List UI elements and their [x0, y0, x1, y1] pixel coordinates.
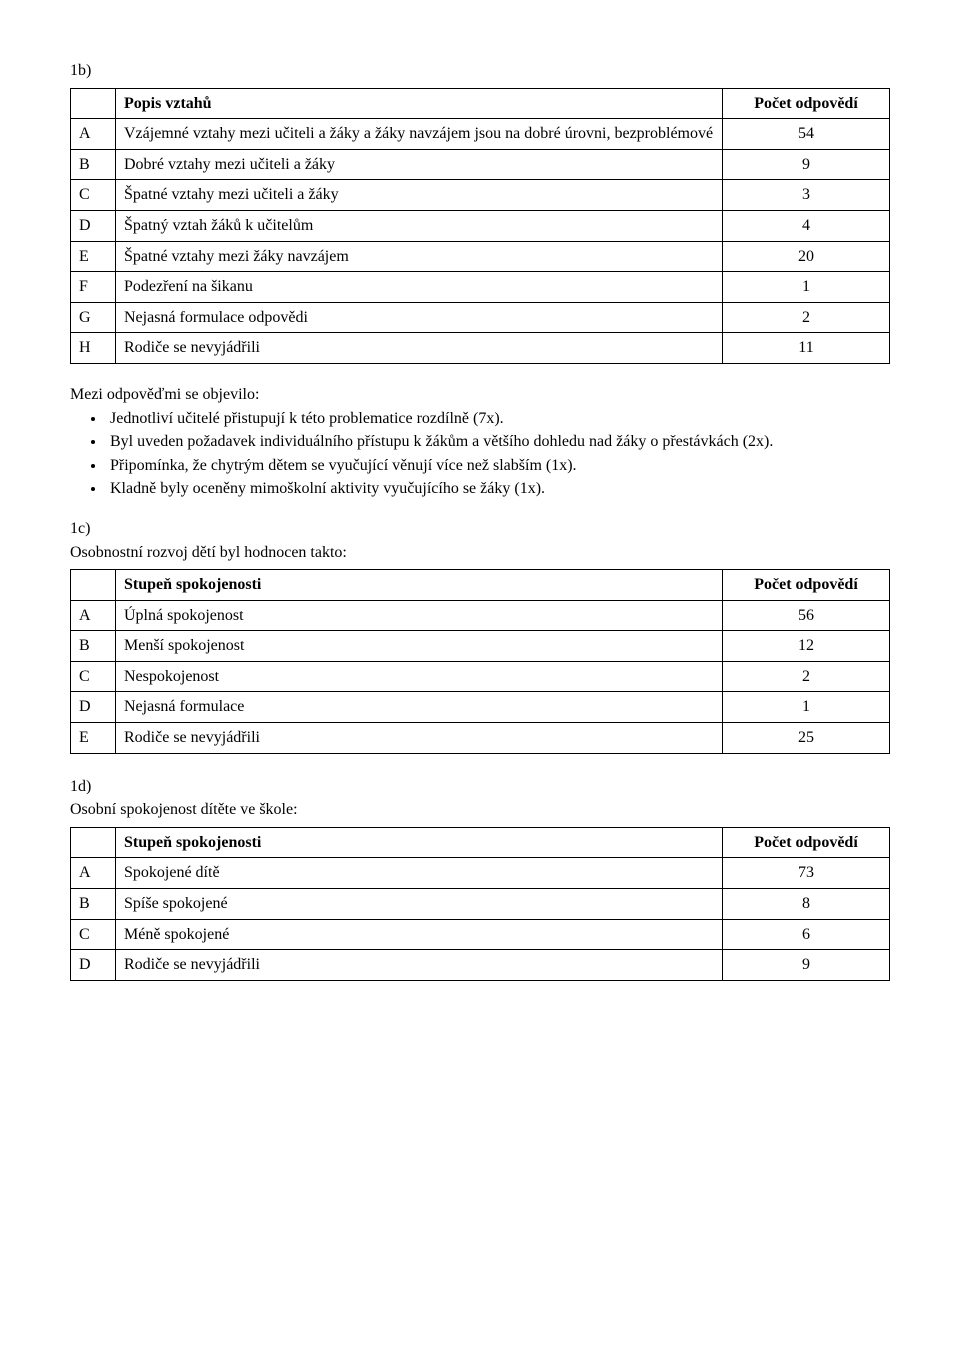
table-row: D Rodiče se nevyjádřili 9 [71, 950, 890, 981]
row-count: 1 [723, 272, 890, 303]
row-letter: C [71, 180, 116, 211]
table-row: B Dobré vztahy mezi učiteli a žáky 9 [71, 149, 890, 180]
row-letter: H [71, 333, 116, 364]
table-row: A Spokojené dítě 73 [71, 858, 890, 889]
row-letter: A [71, 119, 116, 150]
row-desc: Menší spokojenost [116, 631, 723, 662]
row-letter: C [71, 919, 116, 950]
table-row: F Podezření na šikanu 1 [71, 272, 890, 303]
row-letter: E [71, 723, 116, 754]
header-count: Počet odpovědí [723, 570, 890, 601]
table-header-row: Stupeň spokojenosti Počet odpovědí [71, 570, 890, 601]
row-desc: Nejasná formulace [116, 692, 723, 723]
row-letter: E [71, 241, 116, 272]
table-row: B Spíše spokojené 8 [71, 889, 890, 920]
table-row: B Menší spokojenost 12 [71, 631, 890, 662]
table-row: H Rodiče se nevyjádřili 11 [71, 333, 890, 364]
row-count: 56 [723, 600, 890, 631]
row-desc: Nespokojenost [116, 661, 723, 692]
row-letter: D [71, 210, 116, 241]
table-header-row: Stupeň spokojenosti Počet odpovědí [71, 827, 890, 858]
row-desc: Rodiče se nevyjádřili [116, 723, 723, 754]
row-desc: Podezření na šikanu [116, 272, 723, 303]
row-count: 20 [723, 241, 890, 272]
section-1c-label: 1c) [70, 518, 890, 540]
row-desc: Rodiče se nevyjádřili [116, 333, 723, 364]
row-count: 9 [723, 950, 890, 981]
row-desc: Spokojené dítě [116, 858, 723, 889]
row-count: 1 [723, 692, 890, 723]
list-item: Připomínka, že chytrým dětem se vyučujíc… [106, 455, 890, 477]
header-blank-cell [71, 88, 116, 119]
row-count: 12 [723, 631, 890, 662]
table-header-row: Popis vztahů Počet odpovědí [71, 88, 890, 119]
row-desc: Vzájemné vztahy mezi učiteli a žáky a žá… [116, 119, 723, 150]
row-count: 6 [723, 919, 890, 950]
table-row: G Nejasná formulace odpovědi 2 [71, 302, 890, 333]
row-desc: Méně spokojené [116, 919, 723, 950]
list-item: Byl uveden požadavek individuálního přís… [106, 431, 890, 453]
row-letter: B [71, 631, 116, 662]
row-desc: Špatný vztah žáků k učitelům [116, 210, 723, 241]
row-desc: Rodiče se nevyjádřili [116, 950, 723, 981]
header-blank-cell [71, 827, 116, 858]
row-letter: D [71, 692, 116, 723]
row-count: 11 [723, 333, 890, 364]
row-count: 2 [723, 661, 890, 692]
row-desc: Nejasná formulace odpovědi [116, 302, 723, 333]
row-count: 4 [723, 210, 890, 241]
row-desc: Úplná spokojenost [116, 600, 723, 631]
row-count: 25 [723, 723, 890, 754]
header-desc: Stupeň spokojenosti [116, 827, 723, 858]
row-desc: Špatné vztahy mezi učiteli a žáky [116, 180, 723, 211]
table-1b: Popis vztahů Počet odpovědí A Vzájemné v… [70, 88, 890, 364]
table-row: E Špatné vztahy mezi žáky navzájem 20 [71, 241, 890, 272]
section-1d-intro: Osobní spokojenost dítěte ve škole: [70, 799, 890, 821]
row-letter: A [71, 600, 116, 631]
section-1d-label: 1d) [70, 776, 890, 798]
list-item: Kladně byly oceněny mimoškolní aktivity … [106, 478, 890, 500]
list-item: Jednotliví učitelé přistupují k této pro… [106, 408, 890, 430]
header-blank-cell [71, 570, 116, 601]
row-count: 3 [723, 180, 890, 211]
header-count: Počet odpovědí [723, 88, 890, 119]
table-row: D Špatný vztah žáků k učitelům 4 [71, 210, 890, 241]
row-count: 9 [723, 149, 890, 180]
row-count: 2 [723, 302, 890, 333]
row-desc: Špatné vztahy mezi žáky navzájem [116, 241, 723, 272]
section-1c-intro: Osobnostní rozvoj dětí byl hodnocen takt… [70, 542, 890, 564]
table-1d: Stupeň spokojenosti Počet odpovědí A Spo… [70, 827, 890, 981]
row-letter: A [71, 858, 116, 889]
row-count: 8 [723, 889, 890, 920]
row-letter: C [71, 661, 116, 692]
row-letter: B [71, 889, 116, 920]
table-row: A Vzájemné vztahy mezi učiteli a žáky a … [71, 119, 890, 150]
table-row: C Nespokojenost 2 [71, 661, 890, 692]
observations-intro: Mezi odpověďmi se objevilo: [70, 384, 890, 406]
table-1c: Stupeň spokojenosti Počet odpovědí A Úpl… [70, 569, 890, 754]
row-letter: B [71, 149, 116, 180]
row-letter: G [71, 302, 116, 333]
row-count: 73 [723, 858, 890, 889]
table-row: C Špatné vztahy mezi učiteli a žáky 3 [71, 180, 890, 211]
row-desc: Spíše spokojené [116, 889, 723, 920]
table-row: A Úplná spokojenost 56 [71, 600, 890, 631]
observations-list: Jednotliví učitelé přistupují k této pro… [70, 408, 890, 500]
header-desc: Stupeň spokojenosti [116, 570, 723, 601]
row-letter: F [71, 272, 116, 303]
row-desc: Dobré vztahy mezi učiteli a žáky [116, 149, 723, 180]
header-count: Počet odpovědí [723, 827, 890, 858]
table-row: E Rodiče se nevyjádřili 25 [71, 723, 890, 754]
table-row: D Nejasná formulace 1 [71, 692, 890, 723]
row-letter: D [71, 950, 116, 981]
row-count: 54 [723, 119, 890, 150]
table-row: C Méně spokojené 6 [71, 919, 890, 950]
section-1b-label: 1b) [70, 60, 890, 82]
header-desc: Popis vztahů [116, 88, 723, 119]
